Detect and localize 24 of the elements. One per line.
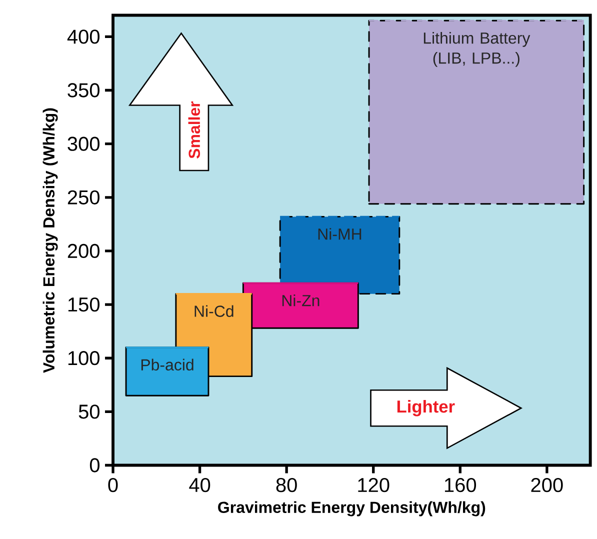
- y-tick-label: 50: [78, 404, 100, 419]
- annotation: Lighter: [397, 400, 455, 416]
- x-tick-label: 120: [358, 478, 390, 492]
- y-axis-title: Volumetric Energy Density (Wh/kg): [42, 108, 58, 373]
- y-tick-label: 250: [68, 190, 100, 204]
- y-tick-label: 200: [68, 244, 100, 258]
- series-label: Ni-MH: [318, 228, 362, 240]
- y-tick-label: 350: [68, 83, 100, 98]
- y-tick-label: 300: [68, 136, 100, 151]
- x-tick-label: 40: [189, 478, 210, 492]
- y-tick-label: 100: [68, 351, 100, 366]
- x-axis-title: Gravimetric Energy Density(Wh/kg): [218, 501, 486, 516]
- series-label: Pb-acid: [141, 358, 194, 371]
- x-tick-label: 200: [531, 478, 563, 492]
- y-tick-label: 0: [90, 458, 100, 472]
- x-tick-label: 0: [108, 478, 118, 492]
- y-tick-label: 150: [68, 297, 100, 312]
- x-tick-label: 160: [444, 478, 476, 492]
- y-tick-label: 400: [67, 30, 100, 44]
- series-label: Ni-Cd: [194, 305, 234, 317]
- x-tick-label: 80: [276, 478, 297, 492]
- annotation: Smaller: [188, 101, 200, 158]
- series-label: Lithium Battery (LIB, LPB...): [424, 32, 530, 67]
- series-label: Ni-Zn: [282, 294, 320, 306]
